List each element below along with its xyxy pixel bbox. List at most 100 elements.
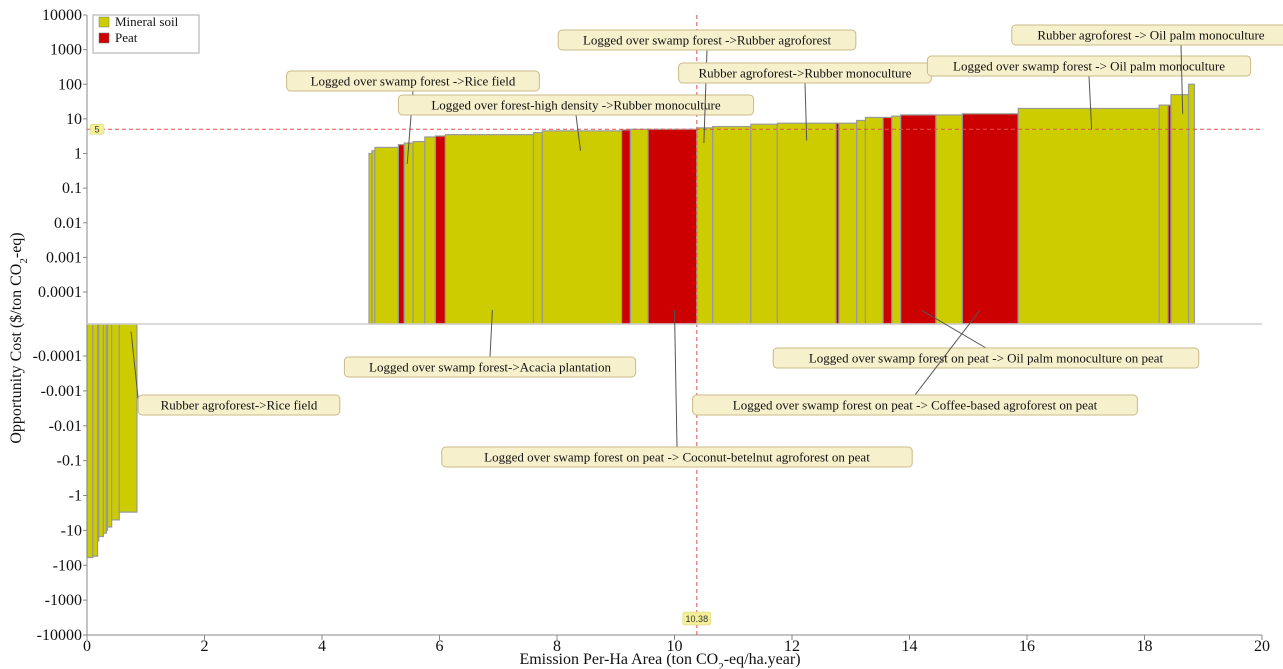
legend-box — [92, 14, 200, 54]
callout-box — [557, 29, 857, 51]
y-tick-label: -0.0001 — [33, 348, 82, 365]
x-tick-label: 8 — [553, 638, 561, 655]
callout-leader — [914, 309, 981, 396]
callout-leader — [920, 309, 987, 349]
bar-mineral-13 — [403, 142, 414, 325]
bar-mineral-37 — [1158, 104, 1169, 325]
bar-mineral-1 — [92, 323, 99, 557]
callout-leader — [489, 310, 493, 358]
y-tick-label: 0.01 — [54, 215, 82, 232]
callout-text: Logged over swamp forest on peat -> Oil … — [809, 351, 1164, 366]
bar-mineral-32 — [891, 115, 902, 325]
y-tick-label: -1000 — [45, 592, 82, 609]
bar-mineral-15 — [424, 136, 436, 325]
legend-swatch-1 — [98, 32, 110, 44]
callout-box — [1011, 24, 1283, 46]
callout-3: Rubber agroforest->Rubber monoculture — [678, 62, 932, 141]
y-tick-label: 0.001 — [46, 249, 82, 266]
y-tick-label: -1 — [69, 488, 82, 505]
bar-mineral-21 — [629, 128, 649, 325]
bar-mineral-14 — [412, 141, 426, 325]
bar-mineral-30 — [864, 116, 884, 325]
callout-box — [397, 94, 755, 116]
y-tick-label: 0.0001 — [38, 284, 82, 301]
x-tick-label: 14 — [902, 638, 918, 655]
x-tick-label: 4 — [318, 638, 326, 655]
bar-mineral-7 — [111, 323, 120, 521]
bar-peat-35 — [961, 113, 1019, 325]
callout-text: Logged over swamp forest->Acacia plantat… — [369, 360, 611, 375]
callout-text: Logged over swamp forest on peat -> Coff… — [733, 398, 1098, 413]
callout-box — [692, 394, 1138, 416]
x-tick-label: 16 — [1019, 638, 1035, 655]
callout-box — [441, 446, 913, 468]
x-tick-label: 2 — [201, 638, 209, 655]
callout-box — [137, 394, 341, 416]
callout-2: Logged over swamp forest ->Rubber agrofo… — [557, 29, 857, 144]
x-tick-label: 6 — [436, 638, 444, 655]
callout-text: Logged over swamp forest ->Rubber agrofo… — [583, 33, 832, 48]
reference-lines: 510.38 — [87, 15, 1262, 635]
callout-4: Logged over swamp forest -> Oil palm mon… — [926, 55, 1252, 130]
bars-layer — [86, 83, 1196, 559]
bar-mineral-40 — [1187, 83, 1196, 325]
x-tick-label: 0 — [83, 638, 91, 655]
callout-text: Logged over swamp forest ->Rice field — [311, 74, 516, 89]
y-tick-label: 10000 — [42, 7, 82, 24]
bar-mineral-19 — [541, 130, 623, 325]
callout-box — [286, 70, 540, 92]
callout-box — [772, 347, 1200, 369]
bar-mineral-25 — [750, 123, 778, 325]
callout-0: Logged over swamp forest ->Rice field — [286, 70, 540, 164]
x-tick-label: 12 — [784, 638, 800, 655]
y-tick-label: 1000 — [50, 42, 82, 59]
bar-mineral-23 — [696, 127, 714, 325]
callout-leader — [1088, 75, 1093, 130]
callout-6: Logged over swamp forest->Acacia plantat… — [343, 310, 637, 378]
callout-leader — [804, 82, 808, 141]
y-tick-label: -10000 — [37, 627, 82, 644]
callout-text: Logged over swamp forest on peat -> Coco… — [484, 450, 870, 465]
y-tick-label: 1 — [74, 146, 82, 163]
callout-text: Rubber agroforest->Rubber monoculture — [698, 66, 911, 81]
callout-leader — [575, 114, 581, 151]
y-tick-label: -0.001 — [41, 383, 82, 400]
callout-text: Logged over swamp forest -> Oil palm mon… — [953, 59, 1225, 74]
bar-mineral-3 — [98, 323, 105, 538]
y-axis-title: Opportunity Cost ($/ton CO2-eq) — [8, 232, 30, 443]
callout-text: Rubber agroforest -> Oil palm monocultur… — [1037, 28, 1264, 43]
callout-10: Rubber agroforest->Rice field — [130, 331, 341, 416]
x-tick-label: 10 — [667, 638, 683, 655]
callout-leader — [674, 310, 678, 448]
reference-x-label: 10.38 — [686, 614, 709, 624]
bar-mineral-18 — [532, 132, 543, 325]
reference-y-badge — [89, 124, 105, 135]
bar-peat-22 — [647, 128, 698, 325]
legend-label-0[interactable]: Mineral soil — [115, 14, 179, 29]
y-tick-label: -0.1 — [57, 453, 82, 470]
bar-mineral-34 — [935, 114, 963, 325]
x-tick-label: 20 — [1254, 638, 1270, 655]
bar-mineral-6 — [106, 323, 113, 528]
callout-9: Logged over swamp forest on peat -> Coco… — [441, 310, 913, 468]
y-tick-label: 10 — [66, 111, 82, 128]
bar-mineral-24 — [712, 125, 752, 325]
bar-mineral-36 — [1017, 107, 1160, 325]
bar-mineral-0 — [86, 323, 94, 559]
bar-mineral-8 — [118, 323, 138, 513]
legend-label-1[interactable]: Peat — [115, 30, 138, 45]
callout-leader — [130, 331, 139, 400]
axes: 1000010001001010.10.010.0010.0001-0.0001… — [33, 7, 1270, 655]
callout-1: Logged over forest-high density ->Rubber… — [397, 94, 755, 151]
x-tick-label: 18 — [1137, 638, 1153, 655]
bar-peat-31 — [882, 116, 893, 325]
y-tick-label: 0.1 — [62, 180, 82, 197]
y-tick-label: -100 — [53, 557, 82, 574]
callout-leader — [1180, 44, 1184, 114]
legend-swatch-0 — [98, 16, 110, 28]
y-tick-label: -10 — [61, 522, 82, 539]
y-tick-label: 100 — [58, 76, 82, 93]
callouts: Logged over swamp forest ->Rice field Log… — [130, 24, 1283, 468]
callout-text: Logged over forest-high density ->Rubber… — [431, 98, 721, 113]
